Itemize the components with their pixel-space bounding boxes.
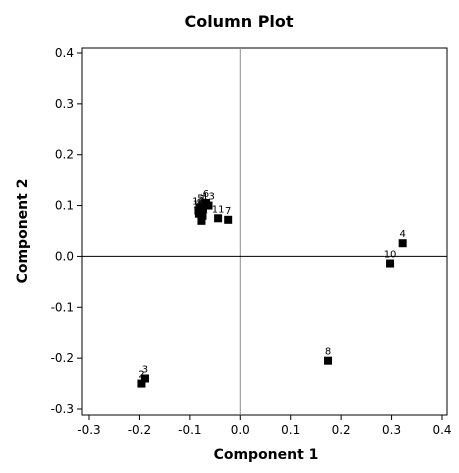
- y-tick-label: 0.0: [55, 249, 74, 263]
- point-label-14: 14: [195, 207, 208, 218]
- data-point-11: [214, 214, 223, 223]
- point-label-13: 13: [202, 192, 215, 203]
- x-tick-label: -0.2: [128, 423, 151, 437]
- x-tick-label: 0.1: [281, 423, 300, 437]
- point-label-9: 9: [197, 198, 203, 209]
- data-points: [137, 199, 407, 388]
- data-point-10: [386, 259, 395, 268]
- x-tick-label: 0.0: [231, 423, 250, 437]
- data-point-7: [224, 215, 233, 224]
- y-tick-label: -0.3: [51, 402, 74, 416]
- x-tick-label: 0.4: [432, 423, 451, 437]
- y-tick-label: 0.4: [55, 46, 74, 60]
- data-point-3: [140, 374, 149, 383]
- point-label-7: 7: [225, 206, 231, 217]
- point-label-6: 6: [203, 189, 209, 200]
- point-label-10: 10: [384, 250, 397, 261]
- y-axis-ticks: -0.3 -0.2 -0.1 0.0 0.1 0.2 0.3 0.4: [51, 46, 82, 416]
- y-tick-label: 0.2: [55, 148, 74, 162]
- x-axis-label: Component 1: [214, 447, 319, 463]
- plot-frame: [81, 47, 448, 416]
- point-label-3: 3: [142, 364, 148, 375]
- point-label-4: 4: [399, 229, 405, 240]
- point-label-15: 15: [193, 200, 206, 211]
- y-tick-label: 0.3: [55, 97, 74, 111]
- y-axis-label: Component 2: [15, 179, 31, 284]
- y-tick-label: 0.1: [55, 199, 74, 213]
- point-label-1: 1: [200, 194, 206, 205]
- y-tick-label: -0.1: [51, 300, 74, 314]
- x-tick-label: -0.1: [178, 423, 201, 437]
- data-point-13: [204, 201, 213, 210]
- reference-lines: [82, 48, 447, 415]
- data-point-16: [194, 206, 203, 215]
- point-label-16: 16: [192, 197, 205, 208]
- x-tick-label: 0.2: [332, 423, 351, 437]
- point-label-11: 11: [212, 204, 225, 215]
- x-axis-ticks: -0.3 -0.2 -0.1 0.0 0.1 0.2 0.3 0.4: [77, 415, 452, 437]
- point-label-8: 8: [325, 347, 331, 358]
- data-point-4: [398, 239, 407, 248]
- y-tick-label: -0.2: [51, 351, 74, 365]
- data-point-2: [137, 379, 146, 388]
- x-tick-label: -0.3: [77, 423, 100, 437]
- point-label-5: 5: [197, 194, 203, 205]
- chart-title: Column Plot: [184, 12, 293, 31]
- point-label-12: 12: [196, 202, 209, 213]
- point-label-2: 2: [138, 370, 144, 381]
- x-tick-label: 0.3: [382, 423, 401, 437]
- data-point-8: [324, 356, 333, 365]
- data-point-14: [197, 216, 206, 225]
